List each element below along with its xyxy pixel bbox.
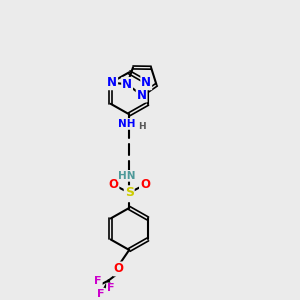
- Text: O: O: [114, 262, 124, 275]
- Text: F: F: [107, 284, 115, 293]
- Text: F: F: [94, 276, 102, 286]
- Text: N: N: [107, 76, 117, 89]
- Text: O: O: [140, 178, 150, 191]
- Text: N: N: [137, 88, 147, 101]
- Text: N: N: [141, 76, 151, 89]
- Text: O: O: [108, 178, 118, 191]
- Text: N: N: [122, 78, 132, 91]
- Text: S: S: [125, 186, 134, 199]
- Text: NH: NH: [118, 119, 136, 129]
- Text: H: H: [138, 122, 146, 131]
- Text: F: F: [97, 289, 105, 299]
- Text: HN: HN: [118, 171, 136, 181]
